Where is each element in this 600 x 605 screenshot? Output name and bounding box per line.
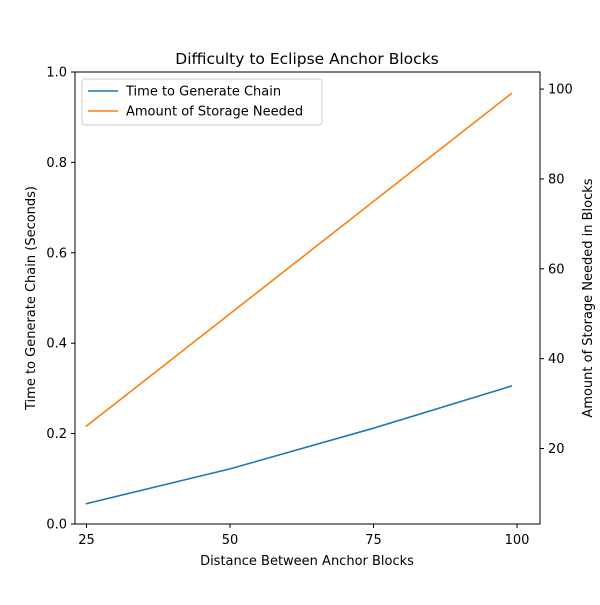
- y2-axis-label: Amount of Storage Needed in Blocks: [581, 178, 596, 417]
- legend-box: [81, 78, 323, 126]
- legend-entry-2: Amount of Storage Needed: [126, 105, 303, 120]
- y-tick-label: 0.6: [46, 246, 67, 261]
- x-axis-label: Distance Between Anchor Blocks: [200, 554, 414, 569]
- y-tick-label: 0.4: [46, 337, 67, 352]
- y-tick-label: 0.8: [46, 156, 67, 171]
- y2-tick-label: 80: [548, 172, 565, 187]
- x-tick-label: 100: [505, 533, 530, 548]
- y2-tick-label: 20: [548, 442, 565, 457]
- x-tick-label: 50: [222, 533, 239, 548]
- y2-tick-label: 60: [548, 262, 565, 277]
- x-tick-label: 75: [365, 533, 382, 548]
- y-tick-label: 0.0: [46, 518, 67, 533]
- x-tick-label: 25: [78, 533, 95, 548]
- y2-tick-label: 100: [548, 83, 573, 98]
- series-line-1: [85, 385, 513, 505]
- y-axis-label: Time to Generate Chain (Seconds): [24, 186, 39, 411]
- y-tick-label: 1.0: [46, 66, 67, 81]
- y2-tick-label: 40: [548, 352, 565, 367]
- plot-frame: [74, 71, 541, 525]
- legend-entry-1: Time to Generate Chain: [125, 85, 281, 100]
- series-line-2: [85, 92, 513, 428]
- chart-title: Difficulty to Eclipse Anchor Blocks: [175, 50, 438, 68]
- y-tick-label: 0.2: [46, 427, 67, 442]
- legend: Time to Generate Chain Amount of Storage …: [81, 78, 323, 126]
